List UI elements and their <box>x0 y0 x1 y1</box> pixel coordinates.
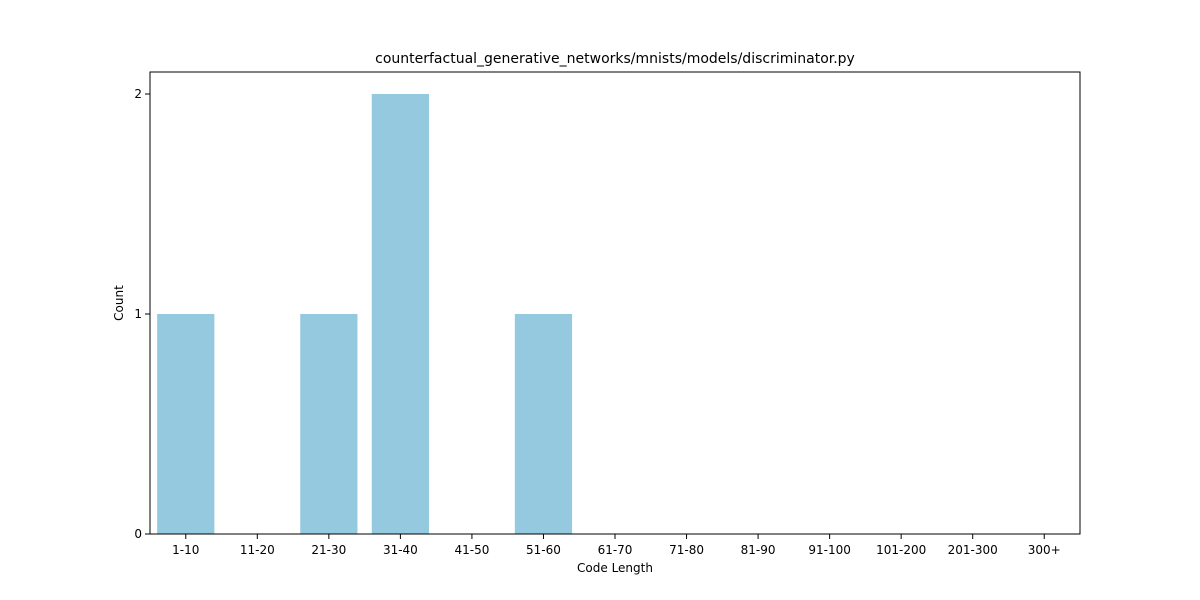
x-tick-label: 1-10 <box>172 543 199 557</box>
chart-title: counterfactual_generative_networks/mnist… <box>375 51 855 67</box>
bar-21-30 <box>300 314 358 534</box>
x-tick-label: 81-90 <box>741 543 776 557</box>
x-tick-label: 11-20 <box>240 543 275 557</box>
bars <box>157 94 573 534</box>
x-tick-label: 61-70 <box>598 543 633 557</box>
y-tick-label: 0 <box>134 527 142 541</box>
x-tick-label: 41-50 <box>454 543 489 557</box>
x-tick-label: 51-60 <box>526 543 561 557</box>
x-tick-label: 201-300 <box>948 543 998 557</box>
x-axis-label: Code Length <box>577 561 653 575</box>
x-tick-label: 31-40 <box>383 543 418 557</box>
y-axis-label: Count <box>112 285 126 321</box>
bar-1-10 <box>157 314 215 534</box>
bar-31-40 <box>371 94 429 534</box>
x-tick-label: 91-100 <box>808 543 851 557</box>
y-tick-label: 2 <box>134 87 142 101</box>
y-axis-ticks: 0 1 2 <box>134 87 150 541</box>
y-tick-label: 1 <box>134 307 142 321</box>
x-tick-label: 300+ <box>1028 543 1061 557</box>
x-tick-label: 101-200 <box>876 543 926 557</box>
x-tick-label: 71-80 <box>669 543 704 557</box>
x-tick-label: 21-30 <box>311 543 346 557</box>
bar-51-60 <box>514 314 573 534</box>
x-axis-ticks: 1-10 11-20 21-30 31-40 41-50 51-60 61-70 71-80 8… <box>172 534 1061 557</box>
plot-frame <box>149 71 1081 535</box>
